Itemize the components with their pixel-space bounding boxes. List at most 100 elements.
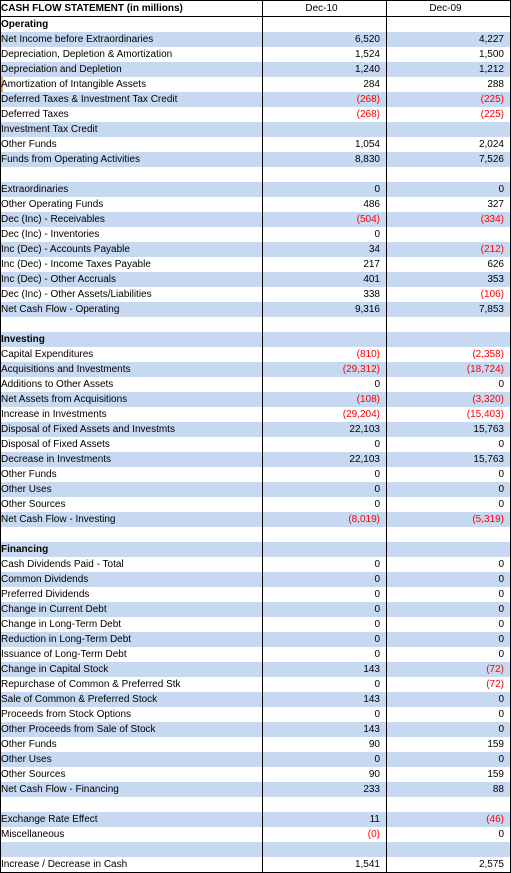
statement-row: Preferred Dividends 0 0 — [0, 587, 511, 602]
section-row: Operating — [0, 16, 511, 32]
value-dec-10: 0 — [262, 632, 387, 647]
statement-row: Investment Tax Credit — [0, 122, 511, 137]
header-row: CASH FLOW STATEMENT (in millions) Dec-10… — [0, 0, 511, 17]
value-dec-10: 0 — [262, 617, 387, 632]
row-label: Issuance of Long-Term Debt — [0, 647, 263, 662]
value-dec-10: 0 — [262, 752, 387, 767]
row-label — [0, 797, 263, 812]
value-dec-09: (212) — [386, 242, 511, 257]
statement-row: Miscellaneous (0) 0 — [0, 827, 511, 842]
value-dec-10: (268) — [262, 107, 387, 122]
value-dec-10: 1,054 — [262, 137, 387, 152]
value-dec-09: 0 — [386, 707, 511, 722]
row-label: Extraordinaries — [0, 182, 263, 197]
value-dec-09: (5,319) — [386, 512, 511, 527]
value-dec-10: 0 — [262, 377, 387, 392]
value-dec-10: 143 — [262, 692, 387, 707]
section-label: Investing — [0, 332, 263, 347]
statement-row: Other Uses 0 0 — [0, 482, 511, 497]
row-label: Cash Dividends Paid - Total — [0, 557, 263, 572]
row-label: Exchange Rate Effect — [0, 812, 263, 827]
value-dec-09: 353 — [386, 272, 511, 287]
statement-row: Cash Dividends Paid - Total 0 0 — [0, 557, 511, 572]
statement-row: Dec (Inc) - Receivables (504) (334) — [0, 212, 511, 227]
value-dec-09: 88 — [386, 782, 511, 797]
value-dec-10: 0 — [262, 677, 387, 692]
row-label: Deferred Taxes & Investment Tax Credit — [0, 92, 263, 107]
value-dec-09: (2,358) — [386, 347, 511, 362]
value-dec-09: (46) — [386, 812, 511, 827]
statement-row: Additions to Other Assets 0 0 — [0, 377, 511, 392]
value-dec-10: 90 — [262, 737, 387, 752]
row-label: Net Income before Extraordinaries — [0, 32, 263, 47]
statement-row: Reduction in Long-Term Debt 0 0 — [0, 632, 511, 647]
row-label: Acquisitions and Investments — [0, 362, 263, 377]
statement-row: Change in Current Debt 0 0 — [0, 602, 511, 617]
value-dec-10: (0) — [262, 827, 387, 842]
value-dec-09: 0 — [386, 602, 511, 617]
statement-row: Deferred Taxes (268) (225) — [0, 107, 511, 122]
statement-row: Depreciation, Depletion & Amortization 1,… — [0, 47, 511, 62]
statement-row: Capital Expenditures (810) (2,358) — [0, 347, 511, 362]
value-dec-09: 0 — [386, 467, 511, 482]
statement-row: Change in Long-Term Debt 0 0 — [0, 617, 511, 632]
row-label: Disposal of Fixed Assets and Investmts — [0, 422, 263, 437]
value-dec-10 — [262, 797, 387, 812]
value-dec-09: 0 — [386, 482, 511, 497]
value-dec-10 — [262, 167, 387, 182]
column-header-dec-10: Dec-10 — [262, 0, 387, 17]
value-dec-09: 0 — [386, 587, 511, 602]
row-label: Dec (Inc) - Inventories — [0, 227, 263, 242]
row-label — [0, 842, 263, 857]
value-dec-09: 2,024 — [386, 137, 511, 152]
value-dec-10: 22,103 — [262, 452, 387, 467]
value-dec-09 — [386, 227, 511, 242]
row-label: Additions to Other Assets — [0, 377, 263, 392]
statement-title: CASH FLOW STATEMENT (in millions) — [0, 0, 263, 17]
statement-row: Other Funds 90 159 — [0, 737, 511, 752]
value-dec-09 — [386, 317, 511, 332]
row-label: Net Cash Flow - Operating — [0, 302, 263, 317]
value-dec-09: 0 — [386, 182, 511, 197]
value-dec-10: 217 — [262, 257, 387, 272]
statement-row: Repurchase of Common & Preferred Stk 0 (72… — [0, 677, 511, 692]
row-label: Repurchase of Common & Preferred Stk — [0, 677, 263, 692]
value-dec-10: 0 — [262, 557, 387, 572]
value-dec-10: (504) — [262, 212, 387, 227]
value-dec-09: (18,724) — [386, 362, 511, 377]
statement-row: Extraordinaries 0 0 — [0, 182, 511, 197]
statement-row: Other Funds 1,054 2,024 — [0, 137, 511, 152]
value-dec-09: 15,763 — [386, 422, 511, 437]
value-dec-09: 0 — [386, 827, 511, 842]
value-dec-09: (225) — [386, 92, 511, 107]
value-dec-09: 1,500 — [386, 47, 511, 62]
value-dec-10: 34 — [262, 242, 387, 257]
value-dec-10: (810) — [262, 347, 387, 362]
row-label: Proceeds from Stock Options — [0, 707, 263, 722]
value-dec-09 — [386, 332, 511, 347]
row-label: Funds from Operating Activities — [0, 152, 263, 167]
row-label: Increase in Investments — [0, 407, 263, 422]
value-dec-09: 0 — [386, 692, 511, 707]
row-label: Inc (Dec) - Income Taxes Payable — [0, 257, 263, 272]
statement-row: Inc (Dec) - Other Accruals 401 353 — [0, 272, 511, 287]
spacer-row — [0, 527, 511, 542]
value-dec-09: 327 — [386, 197, 511, 212]
row-label: Other Funds — [0, 737, 263, 752]
statement-row: Proceeds from Stock Options 0 0 — [0, 707, 511, 722]
row-label: Disposal of Fixed Assets — [0, 437, 263, 452]
value-dec-09: 7,853 — [386, 302, 511, 317]
value-dec-09 — [386, 542, 511, 557]
value-dec-10: 0 — [262, 227, 387, 242]
row-label: Preferred Dividends — [0, 587, 263, 602]
value-dec-10: (29,312) — [262, 362, 387, 377]
statement-row: Exchange Rate Effect 11 (46) — [0, 812, 511, 827]
row-label: Net Assets from Acquisitions — [0, 392, 263, 407]
value-dec-10: (29,204) — [262, 407, 387, 422]
value-dec-09: (334) — [386, 212, 511, 227]
row-label: Other Proceeds from Sale of Stock — [0, 722, 263, 737]
statement-row: Other Funds 0 0 — [0, 467, 511, 482]
value-dec-10 — [262, 317, 387, 332]
